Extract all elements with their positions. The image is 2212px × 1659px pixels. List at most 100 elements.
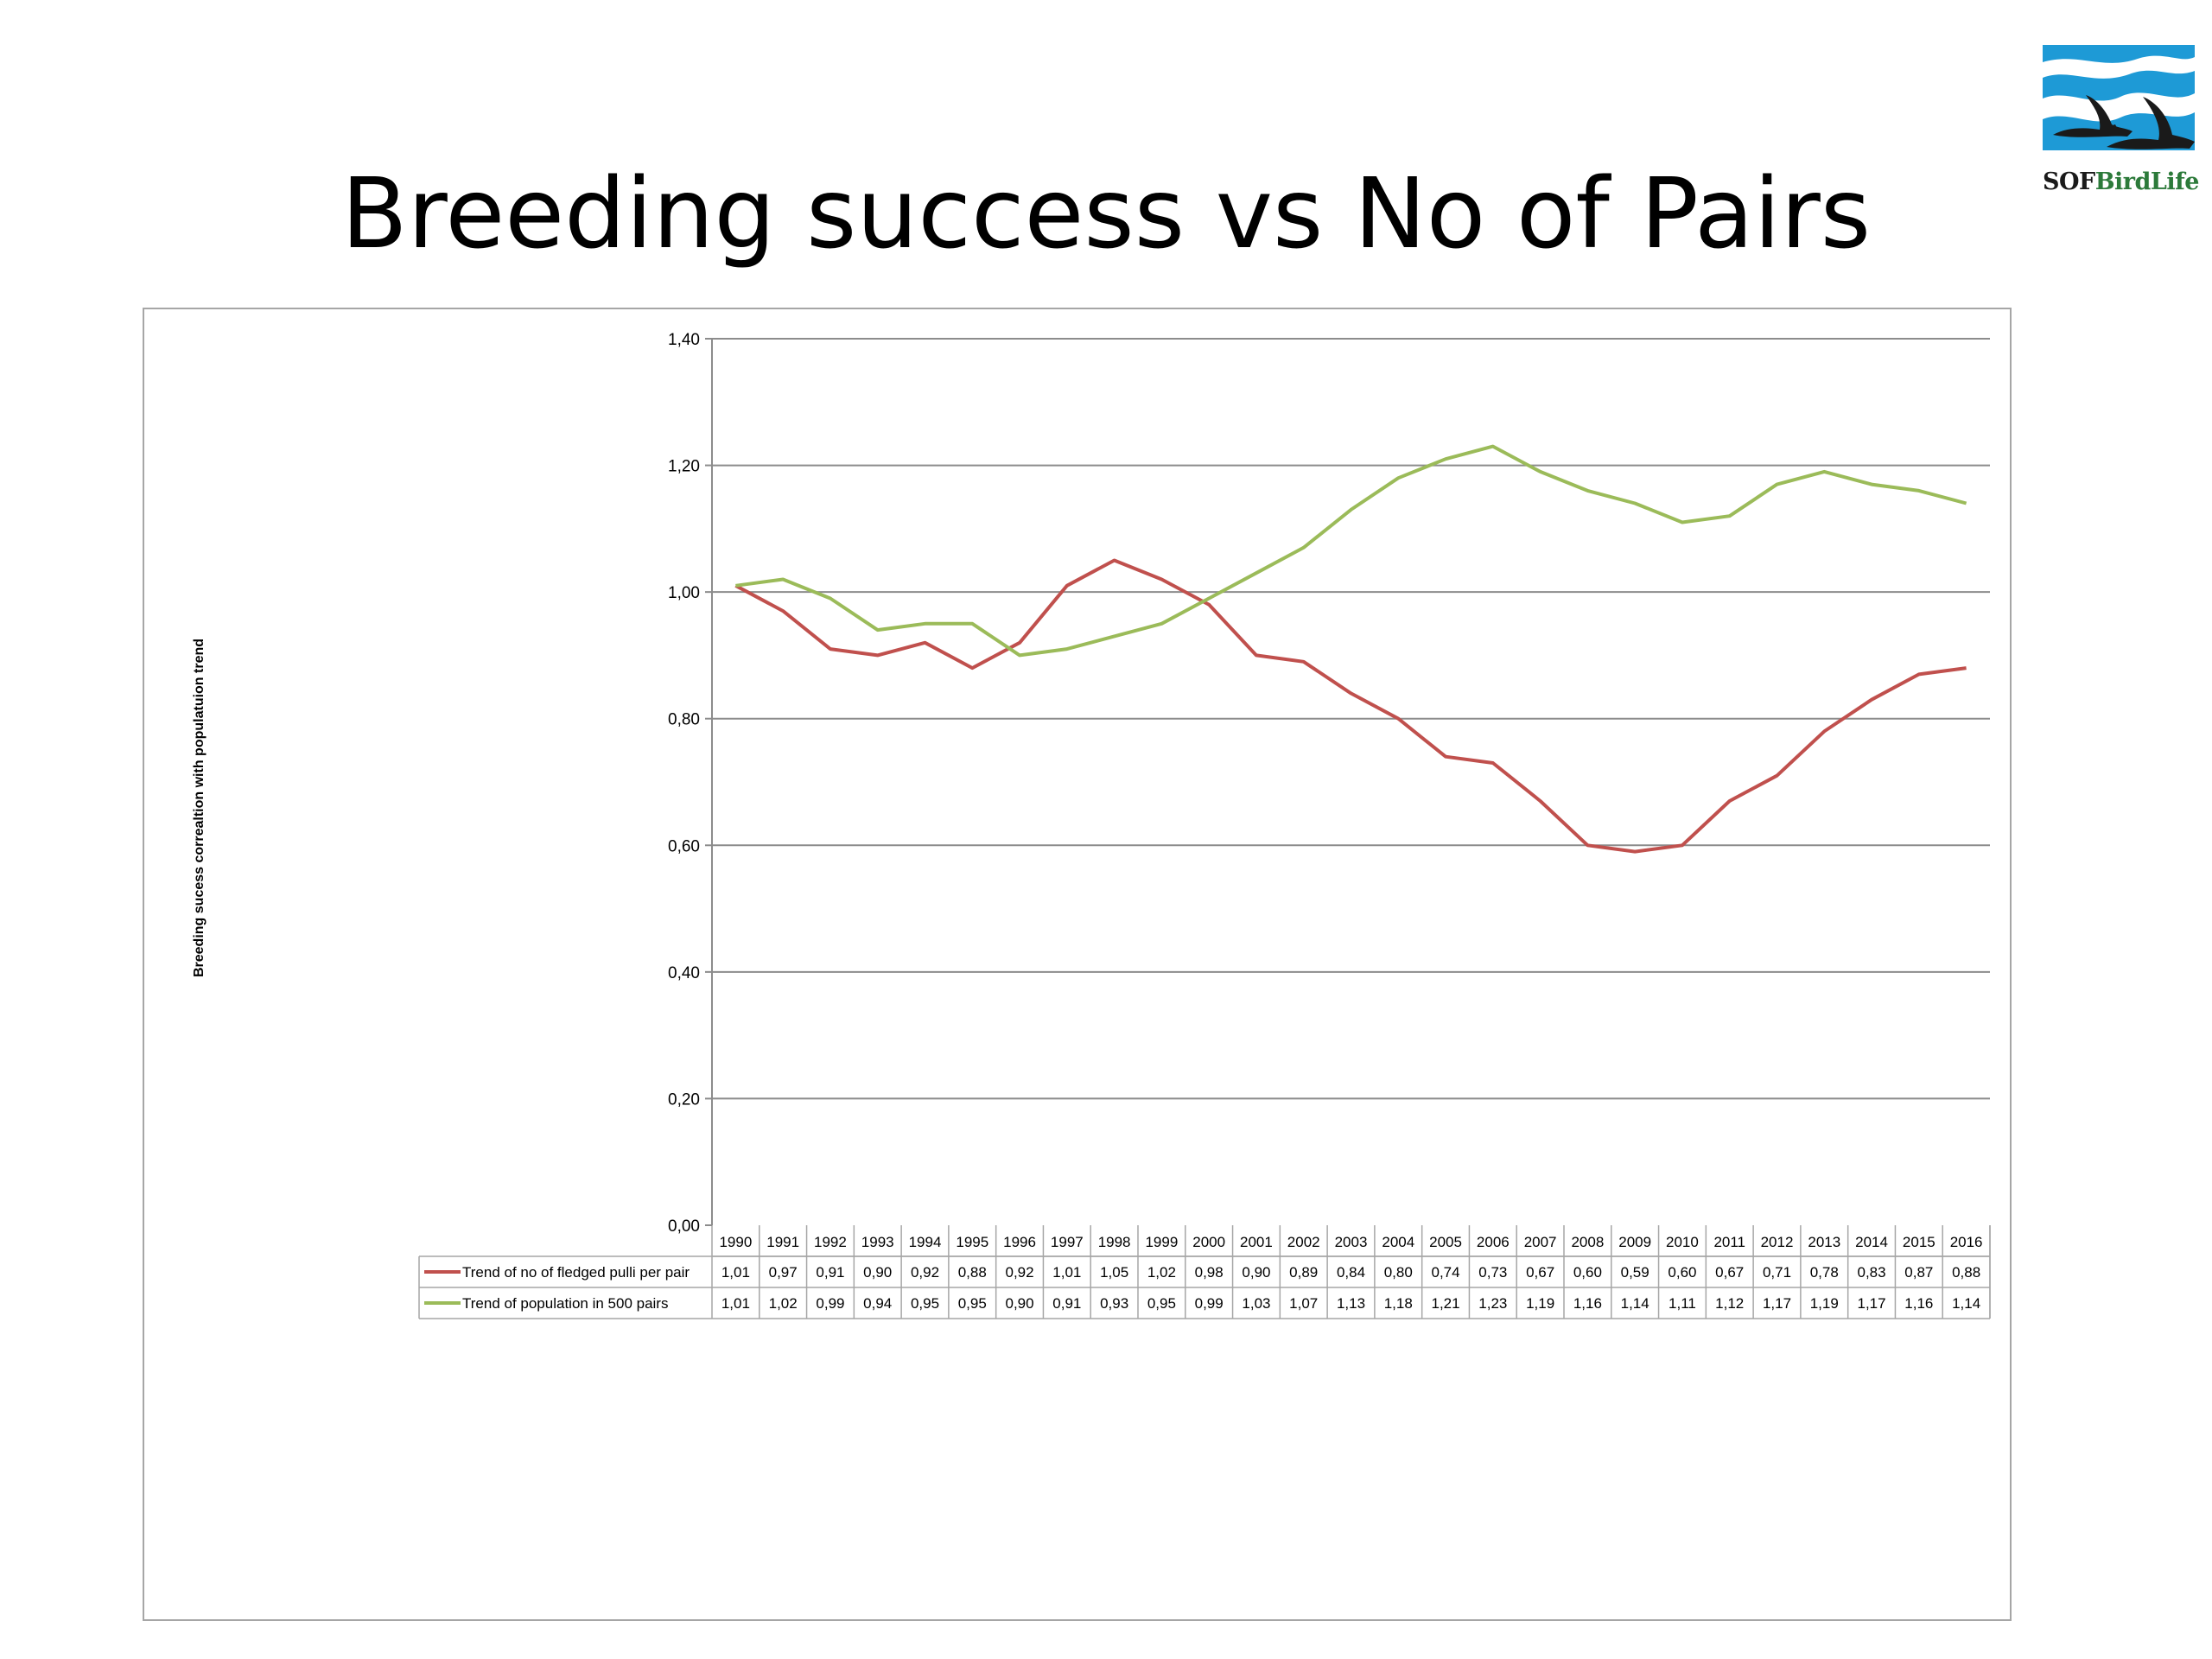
x-category-label: 1992 [814, 1234, 847, 1250]
x-category-label: 1997 [1051, 1234, 1084, 1250]
data-table-value: 1,18 [1384, 1295, 1413, 1312]
data-table-value: 1,02 [769, 1295, 798, 1312]
data-table-value: 1,14 [1952, 1295, 1980, 1312]
data-table-value: 0,99 [816, 1295, 844, 1312]
data-table-value: 0,94 [863, 1295, 892, 1312]
data-table-value: 1,01 [721, 1295, 750, 1312]
data-table-value: 0,95 [911, 1295, 939, 1312]
x-category-label: 2010 [1666, 1234, 1699, 1250]
data-table-value: 0,92 [911, 1264, 939, 1281]
x-category-label: 1991 [766, 1234, 799, 1250]
logo-text-birdlife: BirdLife [2094, 168, 2200, 195]
x-category-label: 1999 [1145, 1234, 1178, 1250]
data-table-value: 0,97 [769, 1264, 798, 1281]
data-table-value: 1,01 [1052, 1264, 1081, 1281]
x-category-label: 2016 [1950, 1234, 1983, 1250]
x-category-label: 2005 [1429, 1234, 1462, 1250]
x-category-label: 1994 [909, 1234, 942, 1250]
data-table-value: 1,16 [1904, 1295, 1933, 1312]
x-category-label: 2012 [1761, 1234, 1794, 1250]
x-category-label: 2009 [1618, 1234, 1651, 1250]
series-line [735, 444, 1967, 658]
data-table-value: 0,91 [1052, 1295, 1081, 1312]
x-category-label: 1996 [1003, 1234, 1036, 1250]
data-table-value: 1,19 [1810, 1295, 1839, 1312]
data-table-value: 1,11 [1669, 1295, 1696, 1312]
data-table-value: 1,01 [721, 1264, 750, 1281]
data-table-value: 0,83 [1858, 1264, 1886, 1281]
y-tick-label: 0,00 [668, 1217, 700, 1236]
data-table-value: 0,93 [1100, 1295, 1128, 1312]
data-table-value: 0,73 [1478, 1264, 1507, 1281]
data-table-value: 1,05 [1100, 1264, 1128, 1281]
data-table-value: 0,87 [1904, 1264, 1933, 1281]
data-table-value: 0,67 [1526, 1264, 1554, 1281]
data-table-value: 0,60 [1573, 1264, 1602, 1281]
two-flying-geese-logo-icon [2043, 45, 2195, 150]
data-table-value: 0,84 [1337, 1264, 1365, 1281]
data-table-value: 0,90 [863, 1264, 892, 1281]
data-table-value: 0,67 [1715, 1264, 1744, 1281]
data-table-value: 0,78 [1810, 1264, 1839, 1281]
data-table-value: 1,21 [1432, 1295, 1460, 1312]
data-table-value: 0,92 [1006, 1264, 1034, 1281]
data-table-value: 1,19 [1526, 1295, 1554, 1312]
data-table-value: 1,02 [1147, 1264, 1176, 1281]
x-category-label: 2004 [1382, 1234, 1414, 1250]
x-category-label: 2013 [1808, 1234, 1840, 1250]
x-category-label: 2011 [1713, 1234, 1745, 1250]
data-table-value: 0,90 [1006, 1295, 1034, 1312]
sof-birdlife-logo: SOFBirdLife [2043, 45, 2199, 197]
data-table-value: 1,17 [1763, 1295, 1791, 1312]
data-table-value: 0,98 [1195, 1264, 1224, 1281]
data-table-value: 0,95 [1147, 1295, 1176, 1312]
data-table-value: 0,59 [1621, 1264, 1649, 1281]
x-category-label: 2006 [1477, 1234, 1510, 1250]
logo-text-sof: SOF [2043, 168, 2095, 195]
y-tick-label: 1,00 [668, 584, 700, 602]
y-tick-label: 0,60 [668, 837, 700, 855]
x-category-label: 1995 [956, 1234, 988, 1250]
y-tick-label: 0,80 [668, 711, 700, 729]
legend-series-name: Trend of population in 500 pairs [462, 1295, 668, 1312]
x-category-label: 2001 [1240, 1234, 1273, 1250]
x-category-label: 2007 [1524, 1234, 1557, 1250]
data-table-value: 1,23 [1478, 1295, 1507, 1312]
y-axis-title: Breeding sucess correaltion with populat… [192, 639, 207, 977]
legend-series-name: Trend of no of fledged pulli per pair [462, 1264, 690, 1281]
data-table-value: 0,89 [1289, 1264, 1318, 1281]
data-table-value: 0,88 [1952, 1264, 1980, 1281]
x-category-label: 2014 [1855, 1234, 1888, 1250]
data-table-value: 1,07 [1289, 1295, 1318, 1312]
data-table-value: 0,74 [1432, 1264, 1460, 1281]
data-table-value: 1,12 [1715, 1295, 1744, 1312]
slide-title: Breeding success vs No of Pairs [340, 158, 1872, 270]
y-tick-label: 1,20 [668, 458, 700, 476]
data-table-value: 0,99 [1195, 1295, 1224, 1312]
data-table-value: 0,90 [1242, 1264, 1270, 1281]
series-line [734, 558, 1967, 854]
x-category-label: 1998 [1098, 1234, 1131, 1250]
chart-frame: 1990 1991 1992 1993 1994 1995 1996 1997 1998 1999… [143, 308, 2012, 1621]
x-category-label: 1990 [719, 1234, 752, 1250]
x-category-label: 2002 [1287, 1234, 1320, 1250]
data-table-value: 0,91 [816, 1264, 844, 1281]
x-category-label: 2003 [1335, 1234, 1368, 1250]
y-tick-label: 0,20 [668, 1090, 700, 1109]
x-category-label: 2008 [1571, 1234, 1604, 1250]
data-table-value: 0,88 [958, 1264, 987, 1281]
data-table-value: 1,03 [1242, 1295, 1270, 1312]
y-tick-label: 1,40 [668, 331, 700, 349]
data-table-value: 0,60 [1668, 1264, 1696, 1281]
x-category-label: 2000 [1192, 1234, 1225, 1250]
line-chart: 1990 1991 1992 1993 1994 1995 1996 1997 1998 1999… [192, 331, 1991, 1319]
data-table-value: 1,17 [1858, 1295, 1886, 1312]
data-table-value: 0,95 [958, 1295, 987, 1312]
data-table-value: 1,14 [1621, 1295, 1649, 1312]
data-table-value: 0,80 [1384, 1264, 1413, 1281]
x-category-label: 1993 [861, 1234, 894, 1250]
data-table-value: 0,71 [1763, 1264, 1791, 1281]
y-tick-label: 0,40 [668, 964, 700, 982]
data-table-value: 1,13 [1337, 1295, 1365, 1312]
x-category-label: 2015 [1903, 1234, 1936, 1250]
